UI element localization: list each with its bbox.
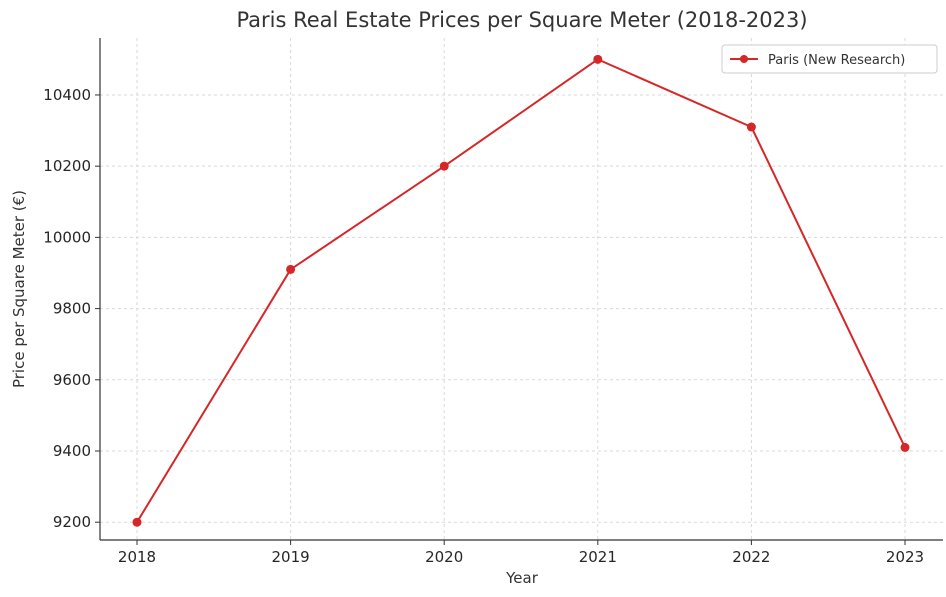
data-point <box>132 517 142 527</box>
y-tick-label: 9800 <box>53 300 91 318</box>
legend-box <box>721 44 938 74</box>
data-point <box>746 122 756 132</box>
x-tick-label: 2018 <box>118 548 156 566</box>
data-point <box>900 442 910 452</box>
x-tick-label: 2019 <box>272 548 310 566</box>
legend-marker <box>740 55 748 63</box>
y-axis-label: Price per Square Meter (€) <box>10 190 28 388</box>
x-tick-label: 2021 <box>579 548 617 566</box>
axes <box>99 38 943 541</box>
data-point <box>286 264 296 274</box>
x-tick-label: 2020 <box>425 548 463 566</box>
legend-label: Paris (New Research) <box>768 53 905 68</box>
legend: Paris (New Research) <box>721 44 938 74</box>
y-tick-label: 9400 <box>53 442 91 460</box>
y-tick-label: 10000 <box>43 228 91 246</box>
grid <box>100 38 943 540</box>
y-tick-label: 9600 <box>53 371 91 389</box>
ticks: 9200 9400 9600 9800 10000 10200 10400 2018 2019 2… <box>43 86 924 566</box>
chart-title: Paris Real Estate Prices per Square Mete… <box>236 8 807 32</box>
series <box>132 54 910 527</box>
y-tick-label: 9200 <box>53 513 91 531</box>
x-tick-label: 2022 <box>732 548 770 566</box>
x-axis-label: Year <box>505 569 539 587</box>
data-point <box>439 161 449 171</box>
series-line <box>136 58 906 523</box>
y-tick-label: 10200 <box>43 157 91 175</box>
x-tick-label: 2023 <box>886 548 924 566</box>
y-tick-label: 10400 <box>43 86 91 104</box>
data-point <box>593 54 603 64</box>
